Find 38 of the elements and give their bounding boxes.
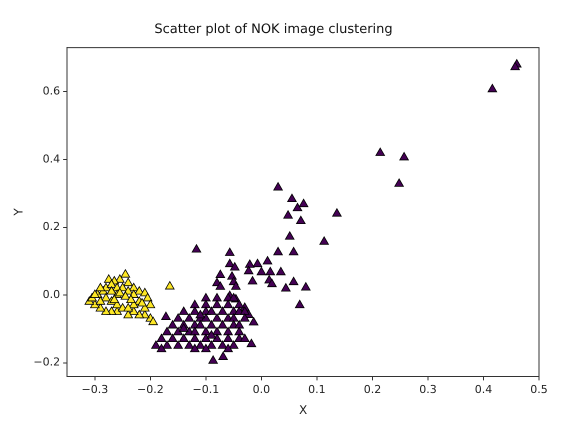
y-tick-label: 0.0 <box>42 288 60 301</box>
point <box>106 286 116 295</box>
x-tick-label: 0.4 <box>474 382 492 396</box>
chart-title: Scatter plot of NOK image clustering <box>154 22 393 38</box>
point <box>120 291 130 300</box>
x-tick-label: −0.3 <box>82 382 108 396</box>
point <box>120 269 130 278</box>
point <box>142 293 152 302</box>
x-tick-label: −0.1 <box>192 382 220 396</box>
point <box>148 316 158 326</box>
y-tick-label: 0.6 <box>42 84 60 98</box>
x-axis-title: X <box>298 402 308 417</box>
point <box>90 290 100 298</box>
point <box>126 294 136 304</box>
point <box>123 278 133 286</box>
point <box>146 300 156 308</box>
x-tick-label: 0.1 <box>308 382 326 396</box>
x-tick-label: 0.0 <box>252 382 270 396</box>
y-tick-label: −0.2 <box>33 356 60 369</box>
point <box>115 288 125 296</box>
point <box>101 306 111 315</box>
y-axis-title: Y <box>11 208 26 217</box>
x-tick-label: 0.2 <box>364 382 382 396</box>
point <box>137 298 147 306</box>
y-tick-label: 0.4 <box>42 152 60 166</box>
point <box>96 282 106 292</box>
point <box>134 310 144 318</box>
point <box>123 303 133 312</box>
point <box>101 293 111 302</box>
x-tick-label: −0.2 <box>137 382 164 396</box>
point <box>165 281 175 290</box>
point <box>106 279 116 288</box>
point <box>110 294 120 304</box>
x-tick-label: 0.5 <box>530 382 548 396</box>
y-tick-label: 0.2 <box>42 220 60 234</box>
point <box>96 296 106 305</box>
x-tick-label: 0.3 <box>419 382 437 396</box>
point <box>96 303 106 312</box>
